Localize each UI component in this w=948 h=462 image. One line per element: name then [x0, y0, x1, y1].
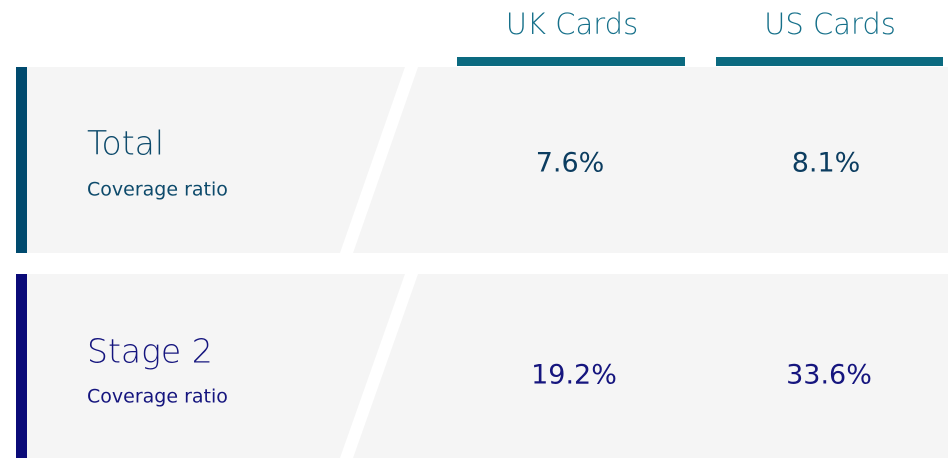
- cell-value: 33.6%: [786, 360, 872, 391]
- row-accent: [16, 274, 27, 458]
- label-panel: [27, 274, 405, 458]
- column-header: US Cards: [764, 7, 896, 41]
- column-bar: [716, 57, 943, 66]
- value-panel: [353, 274, 948, 458]
- label-panel: [27, 67, 405, 253]
- row-label: Stage 2: [87, 332, 213, 371]
- row-sublabel: Coverage ratio: [87, 179, 228, 201]
- cell-value: 7.6%: [536, 148, 605, 179]
- column-bar: [457, 57, 685, 66]
- row: Total Coverage ratio 7.6% 8.1%: [16, 67, 948, 253]
- row-label: Total: [87, 124, 164, 163]
- cell-value: 8.1%: [792, 148, 861, 179]
- column-header: UK Cards: [506, 7, 638, 41]
- row-sublabel: Coverage ratio: [87, 386, 228, 408]
- row: Stage 2 Coverage ratio 19.2% 33.6%: [16, 274, 948, 458]
- value-panel: [353, 67, 948, 253]
- cell-value: 19.2%: [531, 360, 617, 391]
- row-accent: [16, 67, 27, 253]
